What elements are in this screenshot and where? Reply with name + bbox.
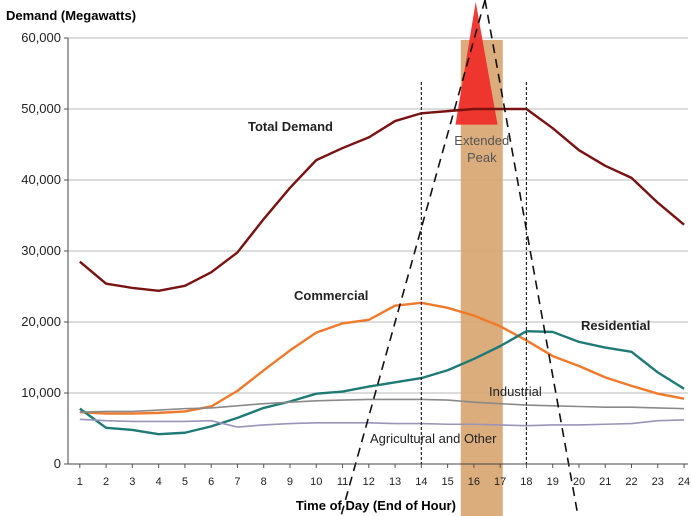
series-label: Residential: [581, 318, 650, 333]
x-tick-label: 15: [441, 476, 453, 488]
series-label: Agricultural and Other: [370, 431, 497, 446]
series-label: Total Demand: [248, 119, 333, 134]
y-tick-label: 40,000: [21, 172, 61, 187]
x-tick-label: 12: [363, 476, 375, 488]
x-tick-label: 10: [310, 476, 322, 488]
x-tick-label: 16: [468, 476, 480, 488]
dashed-triangle-right: [484, 0, 579, 516]
x-tick-label: 13: [389, 476, 401, 488]
x-tick-label: 20: [573, 476, 585, 488]
y-tick-label: 20,000: [21, 314, 61, 329]
series-line: [79, 330, 685, 436]
y-tick-label: 10,000: [21, 385, 61, 400]
x-tick-label: 8: [261, 476, 267, 488]
peak-triangle: [455, 2, 498, 125]
y-tick-label: 30,000: [21, 243, 61, 258]
series-label: Commercial: [294, 288, 368, 303]
x-tick-label: 9: [287, 476, 293, 488]
series-label: Industrial: [489, 384, 542, 399]
series-line: [79, 398, 685, 413]
x-tick-label: 5: [182, 476, 188, 488]
x-tick-label: 6: [208, 476, 214, 488]
x-tick-label: 21: [599, 476, 611, 488]
x-tick-label: 18: [520, 476, 532, 488]
x-tick-label: 17: [494, 476, 506, 488]
x-tick-label: 24: [678, 476, 690, 488]
x-tick-label: 4: [156, 476, 162, 488]
extended-peak-label: Extended: [454, 133, 509, 148]
x-tick-label: 22: [625, 476, 637, 488]
y-tick-label: 50,000: [21, 101, 61, 116]
series-line: [79, 418, 685, 428]
y-axis-title: Demand (Megawatts): [6, 8, 136, 23]
x-axis-title: Time of Day (End of Hour): [296, 498, 456, 513]
x-tick-label: 11: [337, 476, 348, 488]
x-tick-label: 7: [234, 476, 240, 488]
x-tick-label: 2: [103, 476, 109, 488]
series-line: [79, 301, 685, 415]
x-tick-label: 14: [415, 476, 427, 488]
y-tick-label: 0: [54, 456, 61, 471]
series-line: [79, 107, 685, 292]
x-tick-label: 19: [547, 476, 559, 488]
y-tick-label: 60,000: [21, 30, 61, 45]
x-tick-label: 1: [77, 476, 83, 488]
extended-peak-label: Peak: [467, 150, 497, 165]
x-tick-label: 23: [652, 476, 664, 488]
x-tick-label: 3: [129, 476, 135, 488]
